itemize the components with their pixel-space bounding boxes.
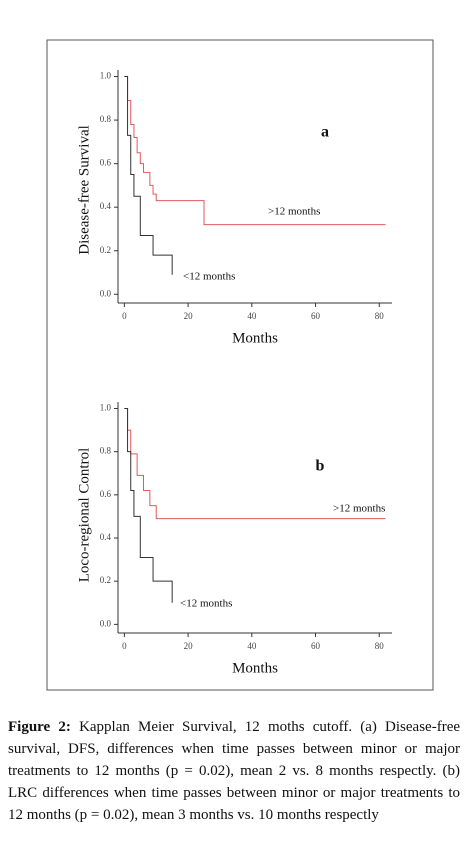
panel-letter: a xyxy=(321,124,329,141)
y-tick-label: 1.0 xyxy=(100,403,112,413)
x-axis-label: Months xyxy=(232,660,278,676)
panel-letter: b xyxy=(316,458,325,475)
x-tick-label: 40 xyxy=(247,311,257,321)
x-tick-label: 60 xyxy=(311,641,321,651)
survival-line xyxy=(124,76,386,226)
figure-frame xyxy=(46,39,434,691)
x-tick-label: 80 xyxy=(375,641,385,651)
y-tick-label: 0.2 xyxy=(100,575,111,585)
x-tick-label: 20 xyxy=(184,641,194,651)
y-tick-label: 0.2 xyxy=(100,245,111,255)
x-tick-label: 0 xyxy=(122,311,127,321)
y-tick-label: 0.8 xyxy=(100,446,112,456)
survival-line xyxy=(124,76,173,275)
y-tick-label: 0.8 xyxy=(100,114,112,124)
x-tick-label: 80 xyxy=(375,311,385,321)
caption-text: Kapplan Meier Survival, 12 moths cutoff.… xyxy=(8,719,461,823)
y-tick-label: 0.4 xyxy=(100,532,112,542)
series-label: >12 months xyxy=(268,206,320,218)
x-tick-label: 40 xyxy=(247,641,257,651)
figure: 0.0 0.2 0.4 0.6 0.8 1.0 0 20 40 60 80 Months Disease… xyxy=(46,39,434,691)
x-tick-label: 20 xyxy=(184,311,194,321)
x-axis-label: Months xyxy=(232,330,278,346)
y-tick-label: 0.0 xyxy=(100,618,112,628)
caption-label: Figure 2: xyxy=(8,719,71,735)
survival-line xyxy=(124,407,386,520)
survival-line xyxy=(124,407,173,603)
series-label: <12 months xyxy=(180,598,232,610)
y-tick-label: 0.6 xyxy=(100,489,112,499)
x-tick-label: 60 xyxy=(311,311,321,321)
x-tick-label: 0 xyxy=(122,641,127,651)
y-tick-label: 0.6 xyxy=(100,158,112,168)
y-axis-label: Loco-regional Control xyxy=(76,448,92,583)
series-label: >12 months xyxy=(333,503,385,515)
y-tick-label: 0.4 xyxy=(100,201,112,211)
series-label: <12 months xyxy=(183,271,235,283)
y-tick-label: 1.0 xyxy=(100,71,112,81)
y-tick-label: 0.0 xyxy=(100,288,112,298)
caption: Figure 2: Kapplan Meier Survival, 12 mot… xyxy=(8,716,460,826)
y-axis-label: Disease-free Survival xyxy=(76,125,92,255)
